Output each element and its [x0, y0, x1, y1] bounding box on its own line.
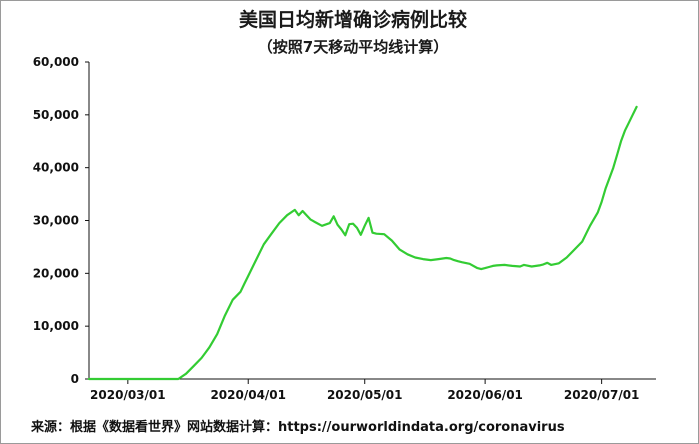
chart-title: 美国日均新增确诊病例比较 — [239, 8, 467, 31]
y-tick-label: 60,000 — [33, 55, 79, 69]
series-line-new-cases — [87, 105, 638, 381]
y-tick-label: 20,000 — [33, 266, 79, 280]
x-tick-label: 2020/07/01 — [564, 388, 640, 402]
y-tick-label: 40,000 — [33, 161, 79, 175]
y-tick-label: 50,000 — [33, 108, 79, 122]
y-tick-label: 0 — [71, 372, 79, 386]
x-tick-label: 2020/03/01 — [90, 388, 166, 402]
x-axis-ticks: 2020/03/01 2020/04/01 2020/05/01 2020/06/01… — [90, 379, 639, 402]
x-tick-label: 2020/06/01 — [447, 388, 523, 402]
chart-subtitle: （按照7天移动平均线计算） — [258, 38, 448, 56]
x-tick-label: 2020/05/01 — [327, 388, 403, 402]
x-tick-label: 2020/04/01 — [210, 388, 286, 402]
source-note: 来源：根据《数据看世界》网站数据计算：https://ourworldindat… — [30, 419, 565, 435]
y-tick-label: 30,000 — [33, 214, 79, 228]
y-tick-label: 10,000 — [33, 319, 79, 333]
y-axis-ticks: 0 10,000 20,000 30,000 40,000 50,000 60,000 — [33, 55, 89, 386]
